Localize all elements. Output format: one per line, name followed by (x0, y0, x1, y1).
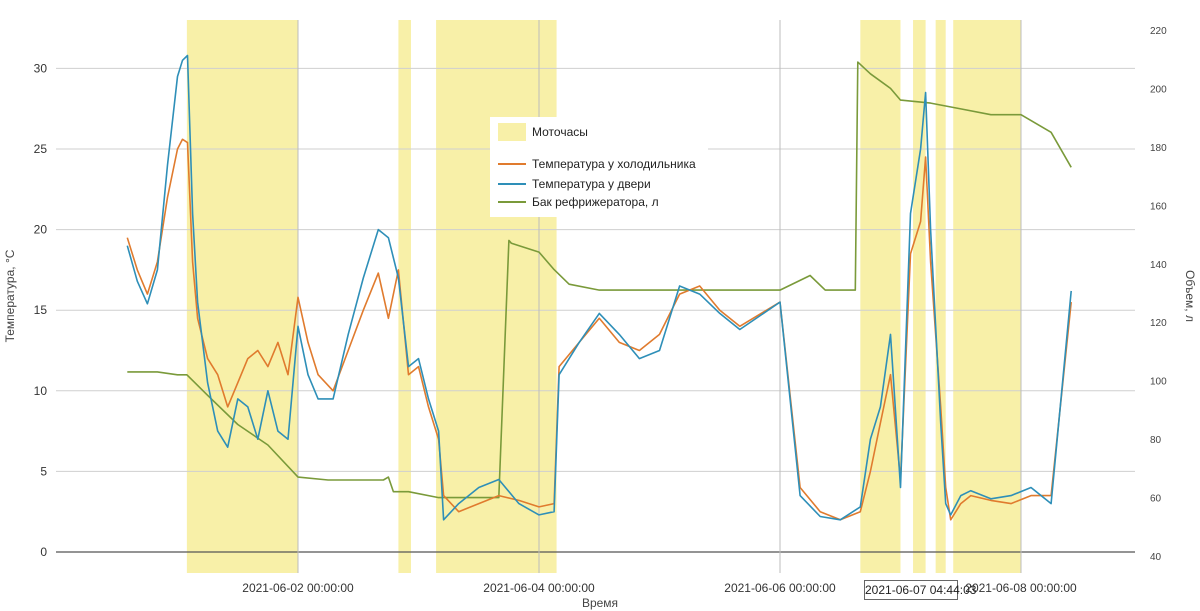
y-tick-label-30: 30 (34, 61, 48, 75)
y2-tick-label-180: 180 (1150, 143, 1167, 154)
y-tick-label-0: 0 (40, 545, 47, 559)
motor-hours-band-0 (186, 20, 298, 573)
y2-axis-title: Объем, л (1183, 270, 1197, 322)
y-tick-label-15: 15 (34, 303, 48, 317)
legend-band-swatch (498, 123, 526, 141)
hover-tooltip: 2021-06-07 04:44:03 (864, 580, 976, 600)
y2-tick-label-220: 220 (1150, 26, 1167, 37)
motor-hours-bands (186, 20, 1021, 573)
motor-hours-band-2 (436, 20, 557, 573)
x-tick-label-3: 2021-06-08 00:00:00 (965, 581, 1077, 595)
series-line-2 (127, 61, 1072, 499)
series-group (126, 54, 1072, 521)
y2-tick-label-160: 160 (1150, 201, 1167, 212)
series-line-0 (126, 138, 1072, 521)
grid (56, 67, 1135, 553)
legend-label-tank: Бак рефрижератора, л (532, 195, 659, 209)
y2-tick-label-60: 60 (1150, 494, 1162, 505)
y-tick-label-20: 20 (34, 223, 48, 237)
legend-label-fridge: Температура у холодильника (532, 157, 696, 171)
left-axis-ticks: 0 5 10 15 20 25 30 (34, 61, 48, 559)
x-axis-ticks: 2021-06-02 00:00:00 2021-06-04 00:00:00 20… (242, 581, 1077, 595)
motor-hours-band-3 (860, 20, 901, 573)
y-tick-label-25: 25 (34, 142, 48, 156)
motor-hours-band-5 (935, 20, 946, 573)
legend: Моточасы Температура у холодильника Темп… (490, 117, 708, 217)
x-tick-label-1: 2021-06-04 00:00:00 (483, 581, 595, 595)
y2-tick-label-100: 100 (1150, 377, 1167, 388)
y2-tick-label-80: 80 (1150, 435, 1162, 446)
tick-gridlines (297, 20, 1022, 573)
y2-tick-label-40: 40 (1150, 552, 1162, 563)
motor-hours-band-4 (913, 20, 926, 573)
y-axis-title: Температура, °C (3, 249, 17, 342)
legend-background (490, 117, 708, 217)
y2-tick-label-140: 140 (1150, 260, 1167, 271)
motor-hours-band-6 (953, 20, 1021, 573)
right-axis-ticks: 40 60 80 100 120 140 160 180 200 220 (1150, 26, 1167, 563)
y2-tick-label-120: 120 (1150, 318, 1167, 329)
x-tick-label-0: 2021-06-02 00:00:00 (242, 581, 354, 595)
y-tick-label-5: 5 (40, 464, 47, 478)
legend-band-label: Моточасы (532, 125, 588, 139)
motor-hours-band-1 (398, 20, 411, 573)
legend-label-door: Температура у двери (532, 177, 651, 191)
series-line-1 (126, 54, 1072, 521)
y2-tick-label-200: 200 (1150, 84, 1167, 95)
x-tick-label-2: 2021-06-06 00:00:00 (724, 581, 836, 595)
x-axis-title: Время (582, 596, 618, 610)
y-tick-label-10: 10 (34, 384, 48, 398)
